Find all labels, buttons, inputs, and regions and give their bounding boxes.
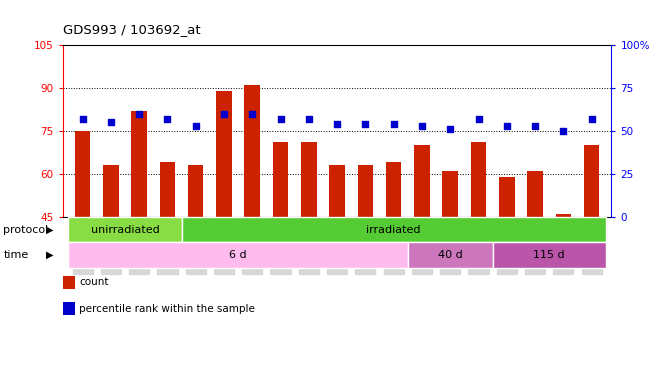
Point — [303, 116, 314, 122]
Bar — [329, 165, 345, 217]
Text: count: count — [79, 278, 109, 287]
Bar — [182, 217, 605, 242]
Text: ▶: ▶ — [46, 250, 54, 260]
Point — [360, 121, 371, 127]
Bar — [245, 85, 260, 217]
Point — [558, 128, 568, 134]
Point — [586, 116, 597, 122]
Text: 115 d: 115 d — [533, 250, 565, 260]
Point — [275, 116, 286, 122]
Point — [445, 126, 455, 132]
Bar — [408, 242, 492, 268]
Point — [190, 123, 201, 129]
Text: GDS993 / 103692_at: GDS993 / 103692_at — [63, 22, 200, 36]
Text: 6 d: 6 d — [229, 250, 247, 260]
Bar — [75, 131, 91, 217]
Bar — [301, 142, 317, 217]
Bar — [584, 145, 600, 217]
Text: irradiated: irradiated — [366, 225, 421, 234]
Bar — [132, 111, 147, 217]
Point — [529, 123, 540, 129]
Bar — [386, 162, 401, 217]
Point — [77, 116, 88, 122]
Bar — [414, 145, 430, 217]
Bar — [499, 177, 514, 217]
Text: percentile rank within the sample: percentile rank within the sample — [79, 304, 255, 313]
Bar — [216, 91, 232, 217]
Point — [106, 119, 116, 125]
Bar — [527, 171, 543, 217]
Bar — [273, 142, 288, 217]
Bar — [442, 171, 458, 217]
Point — [332, 121, 342, 127]
Bar — [160, 162, 175, 217]
Bar — [471, 142, 486, 217]
Bar — [188, 165, 204, 217]
Point — [219, 111, 229, 117]
Text: unirradiated: unirradiated — [91, 225, 159, 234]
Point — [134, 111, 145, 117]
Point — [247, 111, 258, 117]
Text: time: time — [3, 250, 28, 260]
Bar — [69, 242, 408, 268]
Point — [416, 123, 427, 129]
Point — [162, 116, 173, 122]
Bar — [103, 165, 118, 217]
Point — [389, 121, 399, 127]
Bar — [492, 242, 605, 268]
Bar — [556, 214, 571, 217]
Text: protocol: protocol — [3, 225, 48, 234]
Point — [473, 116, 484, 122]
Bar — [69, 217, 182, 242]
Point — [502, 123, 512, 129]
Text: ▶: ▶ — [46, 225, 54, 234]
Bar — [358, 165, 373, 217]
Text: 40 d: 40 d — [438, 250, 463, 260]
